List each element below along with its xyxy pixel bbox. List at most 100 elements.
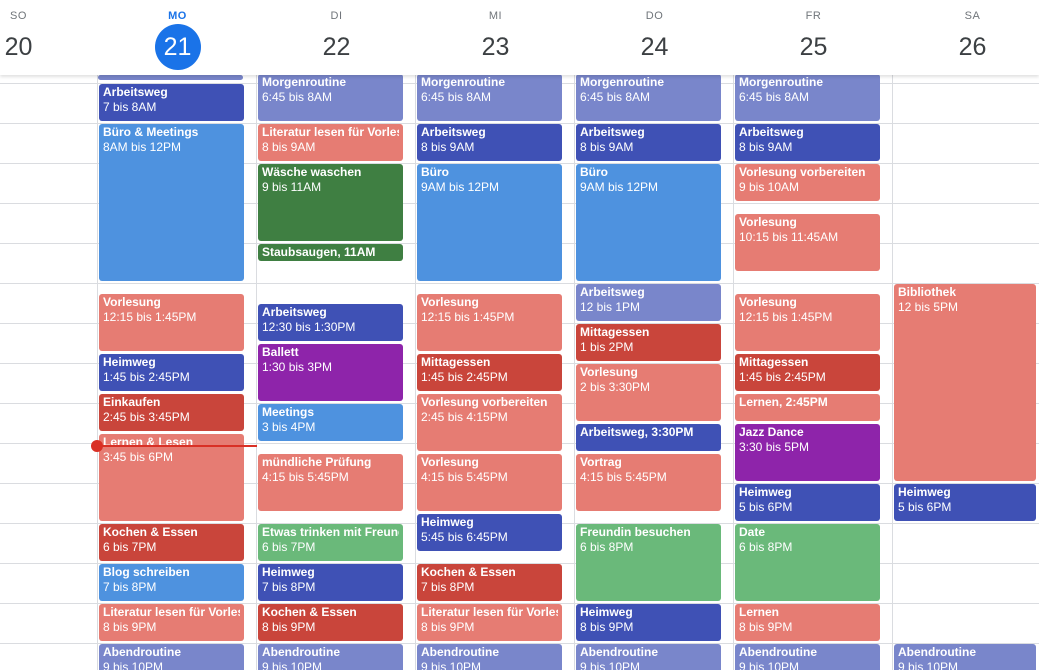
event[interactable]: Morgenroutine 6:45 bis 8AM bbox=[417, 75, 562, 121]
event[interactable]: Abendroutine 9 bis 10PM bbox=[99, 644, 244, 670]
event[interactable]: Arbeitsweg 8 bis 9AM bbox=[735, 124, 880, 161]
day-name: DO bbox=[645, 10, 664, 22]
event[interactable]: Abendroutine 9 bis 10PM bbox=[576, 644, 721, 670]
event[interactable]: Arbeitsweg 7 bis 8AM bbox=[99, 84, 244, 121]
event-time: 6 bis 8PM bbox=[580, 540, 634, 554]
event[interactable]: Vorlesung 2 bis 3:30PM bbox=[576, 364, 721, 421]
event-time: 12 bis 1PM bbox=[580, 300, 641, 314]
day-number[interactable]: 26 bbox=[958, 33, 987, 61]
day-number[interactable]: 25 bbox=[799, 33, 828, 61]
event[interactable]: Heimweg 1:45 bis 2:45PM bbox=[99, 354, 244, 391]
event-title: Kochen & Essen bbox=[103, 525, 198, 539]
event[interactable]: Lernen, 2:45PM bbox=[735, 394, 880, 421]
event[interactable]: Mittagessen 1 bis 2PM bbox=[576, 324, 721, 361]
event[interactable]: Lernen 8 bis 9PM bbox=[735, 604, 880, 641]
event[interactable]: Bibliothek 12 bis 5PM bbox=[894, 284, 1036, 481]
event-title: Einkaufen bbox=[103, 395, 161, 409]
event[interactable]: Arbeitsweg 12:30 bis 1:30PM bbox=[258, 304, 403, 341]
event-title: Etwas trinken mit Freunden bbox=[262, 525, 399, 539]
event[interactable]: Morgenroutine 6:45 bis 8AM bbox=[258, 75, 403, 121]
event[interactable]: Einkaufen 2:45 bis 3:45PM bbox=[99, 394, 244, 431]
event[interactable]: Freundin besuchen 6 bis 8PM bbox=[576, 524, 721, 601]
event[interactable]: Arbeitsweg 8 bis 9AM bbox=[576, 124, 721, 161]
event[interactable]: Lernen & Lesen 3:45 bis 6PM bbox=[99, 434, 244, 521]
event[interactable]: Abendroutine 9 bis 10PM bbox=[735, 644, 880, 670]
event[interactable]: Vorlesung 4:15 bis 5:45PM bbox=[417, 454, 562, 511]
event[interactable]: Büro 9AM bis 12PM bbox=[576, 164, 721, 281]
event[interactable]: Heimweg 5 bis 6PM bbox=[894, 484, 1036, 521]
event-title: Büro & Meetings bbox=[103, 125, 199, 139]
event[interactable]: Vorlesung 12:15 bis 1:45PM bbox=[417, 294, 562, 351]
day-name: SO bbox=[10, 10, 27, 22]
event[interactable]: Literatur lesen für Vorlesung8 bis 9PM bbox=[99, 604, 244, 641]
event[interactable]: Literatur lesen für Vorlesung8 bis 9AM bbox=[258, 124, 403, 161]
event[interactable]: Heimweg 5:45 bis 6:45PM bbox=[417, 514, 562, 551]
event-title: Vorlesung bbox=[739, 215, 797, 229]
event[interactable]: Arbeitsweg 12 bis 1PM bbox=[576, 284, 721, 321]
event[interactable]: Vortrag 4:15 bis 5:45PM bbox=[576, 454, 721, 511]
day-number[interactable]: 23 bbox=[481, 33, 510, 61]
event-time: 2:45 bis 3:45PM bbox=[103, 410, 190, 424]
event[interactable]: Wäsche waschen 9 bis 11AM bbox=[258, 164, 403, 241]
event[interactable]: Mittagessen 1:45 bis 2:45PM bbox=[417, 354, 562, 391]
event[interactable]: Vorlesung 10:15 bis 11:45AM bbox=[735, 214, 880, 271]
event-title: Morgenroutine bbox=[580, 75, 664, 89]
event[interactable]: Kochen & Essen 7 bis 8PM bbox=[417, 564, 562, 601]
day-number[interactable]: 20 bbox=[4, 33, 33, 61]
event-time: 9 bis 10PM bbox=[739, 660, 800, 670]
event-time: 8 bis 9PM bbox=[262, 620, 316, 634]
hour-line bbox=[0, 123, 1039, 124]
event-title: Abendroutine bbox=[898, 645, 976, 659]
event[interactable]: Date 6 bis 8PM bbox=[735, 524, 880, 601]
event[interactable]: Abendroutine 9 bis 10PM bbox=[258, 644, 403, 670]
event-title: Abendroutine bbox=[421, 645, 499, 659]
event[interactable]: Vorlesung vorbereiten 2:45 bis 4:15PM bbox=[417, 394, 562, 451]
event[interactable]: Morgenroutine 6:45 bis 8AM bbox=[735, 75, 880, 121]
event-time: 3:30 bis 5PM bbox=[739, 440, 810, 454]
event[interactable]: Büro 9AM bis 12PM bbox=[417, 164, 562, 281]
event-title: Vorlesung bbox=[103, 295, 161, 309]
event[interactable]: Büro & Meetings 8AM bis 12PM bbox=[99, 124, 244, 281]
event[interactable]: Meetings 3 bis 4PM bbox=[258, 404, 403, 441]
event-time: 5 bis 6PM bbox=[898, 500, 952, 514]
event-time: 4:15 bis 5:45PM bbox=[262, 470, 349, 484]
event[interactable]: Heimweg 8 bis 9PM bbox=[576, 604, 721, 641]
event[interactable]: Abendroutine 9 bis 10PM bbox=[417, 644, 562, 670]
event[interactable]: Literatur lesen für Vorlesung8 bis 9PM bbox=[417, 604, 562, 641]
event[interactable]: Vorlesung 12:15 bis 1:45PM bbox=[99, 294, 244, 351]
event[interactable]: Arbeitsweg 8 bis 9AM bbox=[417, 124, 562, 161]
event-time: 6 bis 7PM bbox=[262, 540, 316, 554]
event[interactable]: Morgenroutine 6:45 bis 8AM bbox=[576, 75, 721, 121]
event[interactable]: mündliche Prüfung 4:15 bis 5:45PM bbox=[258, 454, 403, 511]
event-time: 8 bis 9AM bbox=[262, 140, 316, 154]
event[interactable]: Heimweg 5 bis 6PM bbox=[735, 484, 880, 521]
day-number[interactable]: 24 bbox=[640, 33, 669, 61]
event-title: Wäsche waschen bbox=[262, 165, 362, 179]
event-title: Vorlesung vorbereiten bbox=[739, 165, 866, 179]
event-time: 12:15 bis 1:45PM bbox=[421, 310, 515, 324]
event-title: Meetings bbox=[262, 405, 315, 419]
event[interactable]: Blog schreiben 7 bis 8PM bbox=[99, 564, 244, 601]
event[interactable]: Vorlesung vorbereiten 9 bis 10AM bbox=[735, 164, 880, 201]
event[interactable]: Ballett 1:30 bis 3PM bbox=[258, 344, 403, 401]
event-time: 9 bis 10PM bbox=[262, 660, 323, 670]
event[interactable]: Jazz Dance 3:30 bis 5PM bbox=[735, 424, 880, 481]
event-title: Vorlesung bbox=[739, 295, 797, 309]
event-title: Büro bbox=[580, 165, 608, 179]
event-time: 8 bis 9PM bbox=[103, 620, 157, 634]
day-name: FR bbox=[805, 10, 822, 22]
event-time: 9AM bis 12PM bbox=[580, 180, 659, 194]
event-title: Arbeitsweg bbox=[421, 125, 486, 139]
day-number[interactable]: 22 bbox=[322, 33, 351, 61]
event[interactable]: Staubsaugen, 11AM bbox=[258, 244, 403, 261]
event[interactable]: Kochen & Essen 8 bis 9PM bbox=[258, 604, 403, 641]
event[interactable]: Etwas trinken mit Freunden6 bis 7PM bbox=[258, 524, 403, 561]
event[interactable]: Mittagessen 1:45 bis 2:45PM bbox=[735, 354, 880, 391]
day-number[interactable]: 21 bbox=[154, 24, 201, 70]
event[interactable]: Vorlesung 12:15 bis 1:45PM bbox=[735, 294, 880, 351]
event-title: Freundin besuchen bbox=[580, 525, 691, 539]
event[interactable]: Heimweg 7 bis 8PM bbox=[258, 564, 403, 601]
event[interactable]: Arbeitsweg, 3:30PM bbox=[576, 424, 721, 451]
event[interactable]: Kochen & Essen 6 bis 7PM bbox=[99, 524, 244, 561]
event[interactable]: Abendroutine 9 bis 10PM bbox=[894, 644, 1036, 670]
